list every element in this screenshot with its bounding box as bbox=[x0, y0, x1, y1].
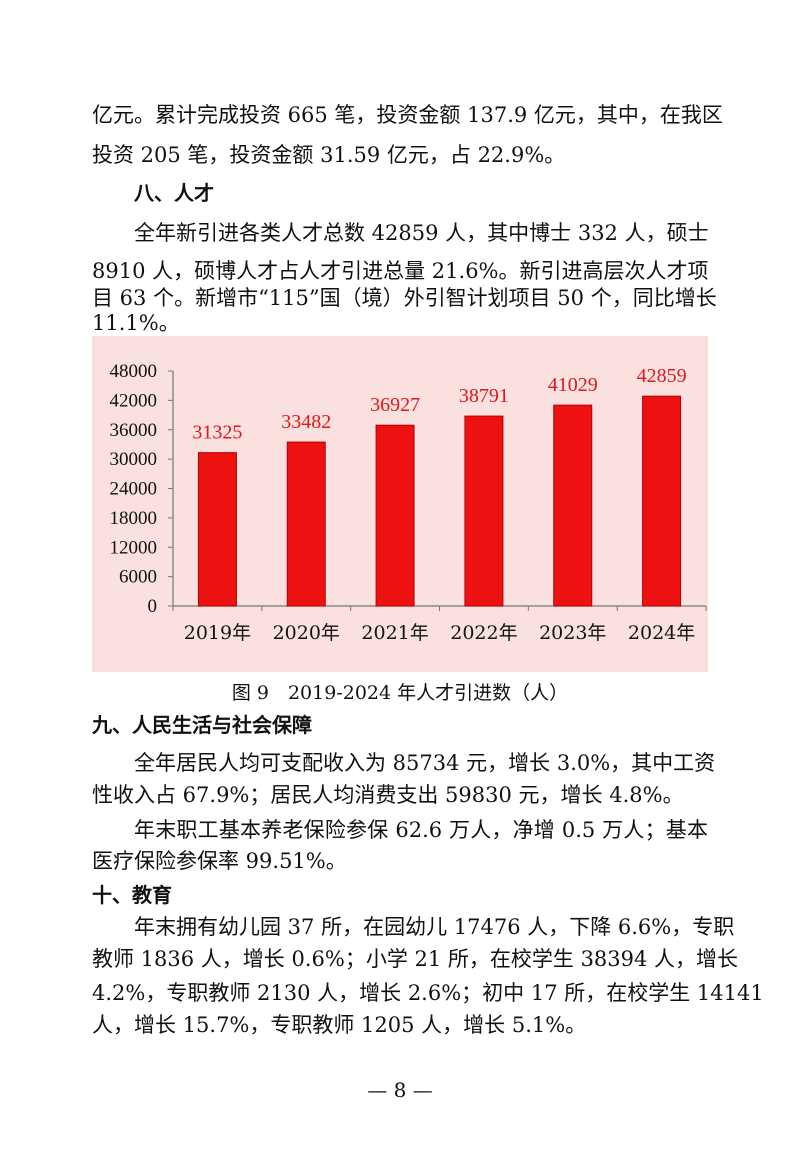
y-tick-label: 24000 bbox=[110, 479, 158, 500]
paragraph-line: 亿元。累计完成投资 665 笔，投资金额 137.9 亿元，其中，在我区 bbox=[92, 103, 723, 127]
paragraph-line: 投资 205 笔，投资金额 31.59 亿元，占 22.9%。 bbox=[92, 143, 566, 167]
bar-2022年 bbox=[464, 415, 504, 607]
bar-2024年 bbox=[642, 395, 682, 607]
bar-value-label: 41029 bbox=[548, 374, 598, 396]
y-tick-label: 18000 bbox=[110, 508, 158, 529]
bar-2023年 bbox=[553, 404, 593, 607]
paragraph-line: 4.2%，专职教师 2130 人，增长 2.6%；初中 17 所，在校学生 14… bbox=[92, 981, 764, 1005]
y-tick-label: 36000 bbox=[110, 420, 158, 441]
paragraph-line: 目 63 个。新增市“115”国（境）外引智计划项目 50 个，同比增长 bbox=[92, 286, 717, 310]
x-tick-label: 2019年 bbox=[184, 622, 251, 644]
x-tick-label: 2024年 bbox=[628, 622, 695, 644]
paragraph-line: 11.1%。 bbox=[92, 311, 180, 335]
y-tick-label: 0 bbox=[148, 596, 158, 617]
y-tick-label: 48000 bbox=[110, 361, 158, 382]
paragraph-line: 8910 人，硕博人才占人才引进总量 21.6%。新引进高层次人才项 bbox=[92, 259, 709, 283]
paragraph-line: 性收入占 67.9%；居民人均消费支出 59830 元，增长 4.8%。 bbox=[92, 783, 684, 807]
page-number: — 8 — bbox=[367, 1078, 433, 1102]
y-tick-label: 30000 bbox=[110, 449, 158, 470]
x-tick-label: 2021年 bbox=[361, 622, 428, 644]
paragraph-line: 人，增长 15.7%，专职教师 1205 人，增长 5.1%。 bbox=[92, 1013, 587, 1037]
paragraph-line: 年末拥有幼儿园 37 所，在园幼儿 17476 人，下降 6.6%，专职 bbox=[134, 915, 735, 939]
y-tick-label: 6000 bbox=[119, 567, 157, 588]
x-tick-label: 2020年 bbox=[273, 622, 340, 644]
bar-value-label: 42859 bbox=[637, 365, 687, 387]
paragraph-line: 全年新引进各类人才总数 42859 人，其中博士 332 人，硕士 bbox=[134, 221, 709, 245]
section-heading-livelihood: 九、人民生活与社会保障 bbox=[92, 713, 312, 737]
bar-value-label: 33482 bbox=[281, 411, 331, 433]
x-tick-label: 2023年 bbox=[539, 622, 606, 644]
paragraph-line: 全年居民人均可支配收入为 85734 元，增长 3.0%，其中工资 bbox=[134, 751, 716, 775]
x-tick-label: 2022年 bbox=[450, 622, 517, 644]
y-tick-label: 42000 bbox=[110, 390, 158, 411]
bar-value-label: 38791 bbox=[459, 385, 509, 407]
bar-2021年 bbox=[375, 424, 415, 607]
chart-canvas: 0 6000 12000 18000 24000 30000 36000 42000 48000… bbox=[110, 361, 707, 644]
section-heading-education: 十、教育 bbox=[92, 883, 172, 907]
paragraph-line: 年末职工基本养老保险参保 62.6 万人，净增 0.5 万人；基本 bbox=[134, 818, 708, 842]
bar-2019年 bbox=[197, 452, 237, 607]
bar-value-label: 36927 bbox=[370, 394, 420, 416]
talent-bar-chart: 0 6000 12000 18000 24000 30000 36000 42000 48000… bbox=[92, 336, 708, 672]
bar-value-label: 31325 bbox=[192, 422, 242, 444]
bar-2020年 bbox=[286, 441, 326, 607]
section-heading-talent: 八、人才 bbox=[134, 181, 214, 205]
paragraph-line: 医疗保险参保率 99.51%。 bbox=[92, 849, 347, 873]
figure-caption: 图 9 2019-2024 年人才引进数（人） bbox=[231, 682, 569, 704]
paragraph-line: 教师 1836 人，增长 0.6%；小学 21 所，在校学生 38394 人，增… bbox=[92, 947, 739, 971]
y-tick-label: 12000 bbox=[110, 537, 158, 558]
